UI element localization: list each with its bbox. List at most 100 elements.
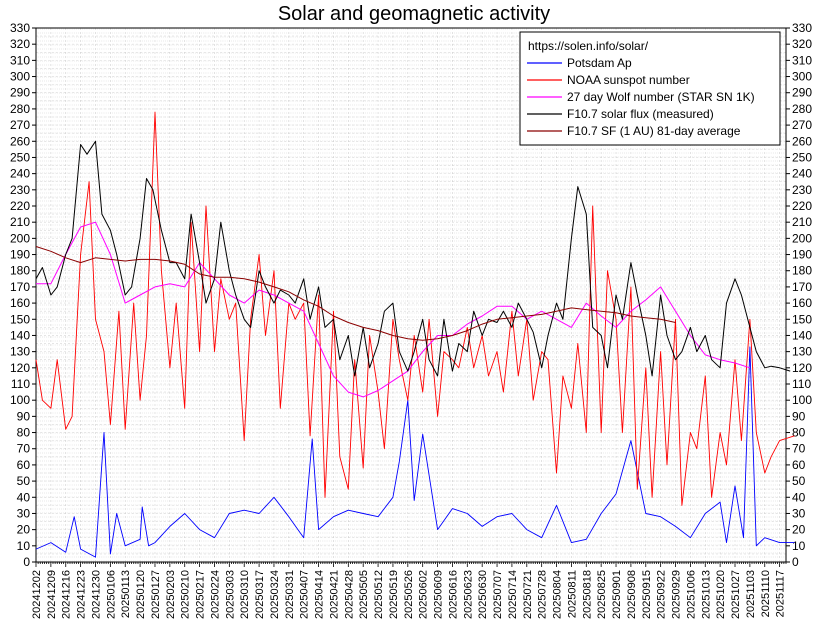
x-tick-label: 20250630 <box>477 570 489 619</box>
y-tick-label-left: 220 <box>10 199 30 213</box>
y-tick-label-left: 330 <box>10 21 30 35</box>
chart-title: Solar and geomagnetic activity <box>278 3 550 25</box>
y-tick-label-left: 310 <box>10 53 30 67</box>
y-tick-label-right: 160 <box>792 296 812 310</box>
y-tick-label-right: 70 <box>792 442 806 456</box>
y-tick-label-right: 170 <box>792 280 812 294</box>
x-tick-label: 20250224 <box>209 570 221 619</box>
series-line-4 <box>35 246 676 341</box>
series-line-0 <box>35 346 795 558</box>
y-tick-label-left: 60 <box>17 458 31 472</box>
y-tick-label-left: 150 <box>10 312 30 326</box>
y-tick-label-right: 40 <box>792 490 806 504</box>
y-tick-label-right: 210 <box>792 215 812 229</box>
y-tick-label-left: 180 <box>10 264 30 278</box>
x-tick-label: 20250120 <box>135 570 147 619</box>
y-axis-left: 0 10 20 30 40 50 60 70 80 90 100 110 120 130 140 150 160… <box>10 21 36 569</box>
legend: https://solen.info/solar/ Potsdam Ap NOA… <box>519 31 781 146</box>
y-tick-label-left: 10 <box>17 539 31 553</box>
y-tick-label-right: 250 <box>792 150 812 164</box>
x-tick-label: 20241230 <box>90 570 102 619</box>
x-tick-label: 20250609 <box>433 570 445 619</box>
y-tick-label-left: 250 <box>10 150 30 164</box>
x-tick-label: 20250915 <box>641 570 653 619</box>
y-tick-label-right: 300 <box>792 70 812 84</box>
series-line-1 <box>35 111 795 506</box>
legend-label-ap: Potsdam Ap <box>567 56 632 70</box>
x-tick-label: 20250707 <box>492 570 504 619</box>
x-tick-label: 20250210 <box>180 570 192 619</box>
y-tick-label-right: 130 <box>792 345 812 359</box>
x-tick-label: 20250317 <box>254 570 266 619</box>
x-tick-label: 20250217 <box>195 570 207 619</box>
x-tick-label: 20241202 <box>31 570 43 619</box>
y-tick-label-left: 130 <box>10 345 30 359</box>
y-tick-label-right: 140 <box>792 328 812 342</box>
y-tick-label-right: 110 <box>792 377 811 391</box>
y-tick-label-left: 90 <box>17 409 31 423</box>
x-tick-label: 20251006 <box>685 570 697 619</box>
y-tick-label-left: 50 <box>17 474 31 488</box>
y-tick-label-left: 110 <box>11 377 30 391</box>
x-tick-label: 20250324 <box>269 570 281 619</box>
x-tick-label: 20250519 <box>388 570 400 619</box>
x-tick-label: 20251013 <box>700 570 712 619</box>
x-tick-label: 20250203 <box>165 570 177 619</box>
y-tick-label-left: 20 <box>17 523 31 537</box>
y-tick-label-right: 0 <box>792 555 799 569</box>
y-tick-label-right: 30 <box>792 506 806 520</box>
x-axis: 20241202 20241209 20241216 20241223 20241230… <box>31 562 787 619</box>
y-tick-label-left: 120 <box>10 361 30 375</box>
x-tick-label: 20251110 <box>760 570 772 617</box>
y-tick-label-right: 230 <box>792 183 812 197</box>
y-tick-label-right: 310 <box>792 53 812 67</box>
x-tick-label: 20251117 <box>775 570 787 617</box>
x-tick-label: 20250303 <box>224 570 236 619</box>
x-tick-label: 20250804 <box>552 570 564 619</box>
x-tick-label: 20250331 <box>284 570 296 619</box>
x-tick-label: 20250505 <box>358 570 370 619</box>
y-tick-label-left: 160 <box>10 296 30 310</box>
y-tick-label-left: 260 <box>10 134 30 148</box>
y-tick-label-left: 200 <box>10 231 30 245</box>
y-tick-label-right: 80 <box>792 426 806 440</box>
y-tick-label-left: 100 <box>10 393 30 407</box>
y-tick-label-left: 70 <box>17 442 31 456</box>
y-tick-label-right: 20 <box>792 523 806 537</box>
y-tick-label-right: 60 <box>792 458 806 472</box>
y-tick-label-left: 0 <box>23 555 30 569</box>
x-tick-label: 20250106 <box>105 570 117 619</box>
x-tick-label: 20241209 <box>46 570 58 619</box>
x-tick-label: 20241223 <box>76 570 88 619</box>
series-line-3 <box>35 140 791 377</box>
x-tick-label: 20251020 <box>715 570 727 619</box>
x-tick-label: 20250721 <box>522 570 534 619</box>
y-tick-label-left: 190 <box>10 248 30 262</box>
y-tick-label-left: 240 <box>10 167 30 181</box>
y-tick-label-right: 90 <box>792 409 806 423</box>
y-tick-label-right: 10 <box>792 539 806 553</box>
legend-source: https://solen.info/solar/ <box>528 39 649 53</box>
x-tick-label: 20250811 <box>566 570 578 618</box>
y-tick-label-left: 290 <box>10 86 30 100</box>
legend-label-wolf: 27 day Wolf number (STAR SN 1K) <box>567 90 755 104</box>
y-tick-label-left: 80 <box>17 426 31 440</box>
x-tick-label: 20250407 <box>299 570 311 619</box>
y-tick-label-left: 270 <box>10 118 30 132</box>
x-tick-label: 20251027 <box>730 570 742 619</box>
x-tick-label: 20250825 <box>596 570 608 619</box>
y-tick-label-right: 270 <box>792 118 812 132</box>
x-tick-label: 20250113 <box>120 570 132 618</box>
series-layer <box>35 111 795 558</box>
y-tick-label-right: 180 <box>792 264 812 278</box>
x-tick-label: 20250929 <box>671 570 683 619</box>
y-tick-label-left: 280 <box>10 102 30 116</box>
x-tick-label: 20250623 <box>462 570 474 619</box>
y-tick-label-left: 140 <box>10 328 30 342</box>
y-tick-label-right: 150 <box>792 312 812 326</box>
y-tick-label-right: 220 <box>792 199 812 213</box>
y-tick-label-right: 50 <box>792 474 806 488</box>
x-tick-label: 20250728 <box>537 570 549 619</box>
x-tick-label: 20250908 <box>626 570 638 619</box>
